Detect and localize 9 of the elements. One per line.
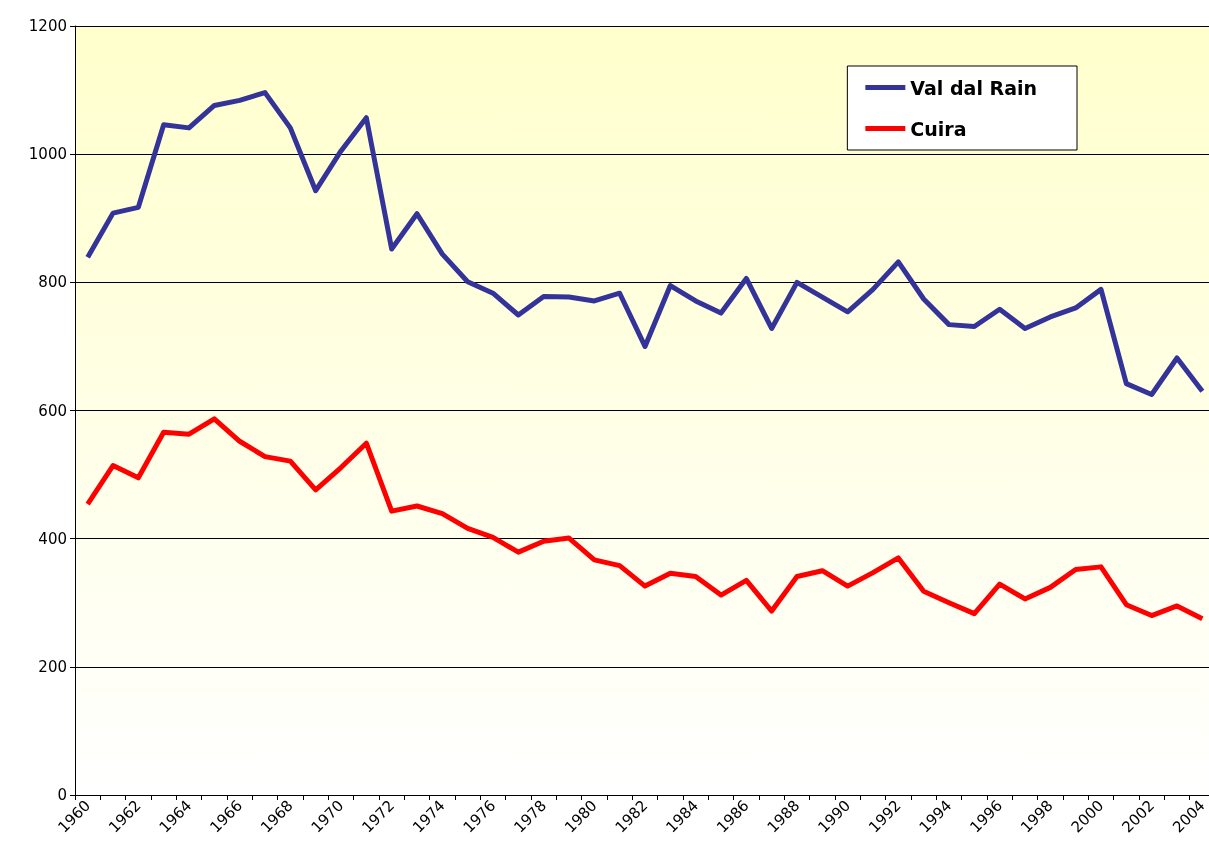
y-tick-label: 800 [38, 273, 67, 292]
y-tick-label: 1200 [28, 17, 67, 35]
legend-label: Val dal Rain [910, 76, 1037, 99]
y-tick-label: 200 [38, 657, 67, 676]
y-tick-label: 1000 [28, 145, 67, 164]
y-tick-label: 0 [57, 786, 67, 804]
legend-label: Cuira [910, 117, 967, 140]
y-tick-label: 400 [38, 529, 67, 548]
y-tick-label: 600 [38, 401, 67, 420]
